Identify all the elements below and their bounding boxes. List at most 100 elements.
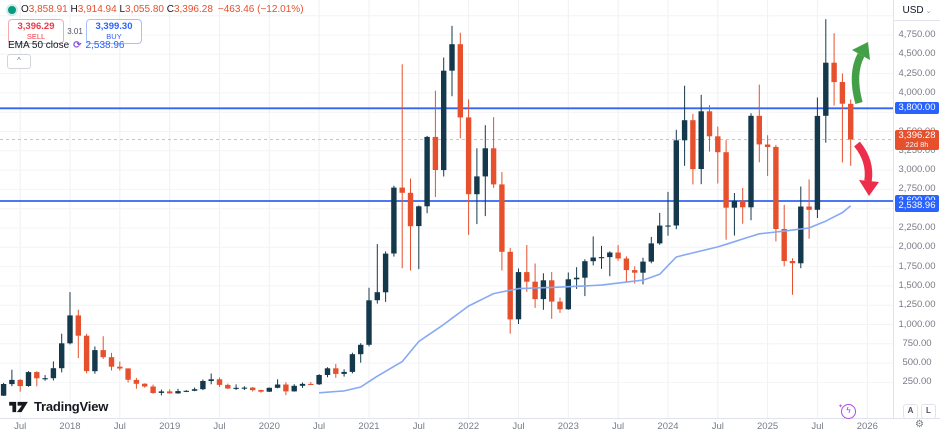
time-tick-label: Jul [313,421,326,432]
time-tick-label: 2025 [757,421,779,432]
time-tick-label: Jul [213,421,226,432]
candle [673,140,679,226]
candle [150,386,156,393]
level-price-badge: 3,800.00 [895,102,939,115]
candle [715,136,721,153]
lightning-icon: ϟ [846,406,851,415]
candle [798,206,804,264]
price-chart-pane[interactable] [0,0,893,418]
down-arrow[interactable] [854,141,879,196]
time-tick-label: Jul [412,421,425,432]
ohlc-item: O3,858.91 [21,4,68,15]
ohlc-item: C3,396.28 [166,4,213,15]
sell-label: SELL [26,32,46,41]
candle [424,136,430,207]
candle [416,206,422,227]
candle [17,379,23,387]
time-axis[interactable]: Jul 2018 Jul 2019 Jul 2020 Jul 2021 Jul 2022 Jul 20… [0,418,940,432]
candle [748,115,754,208]
candle [474,176,480,195]
boost-icon[interactable]: ϟ ✦ [838,404,856,419]
candle [789,261,796,264]
candle [92,350,98,372]
sell-button[interactable]: 3,396.29 SELL [8,19,64,44]
grid [0,0,893,418]
axis-l-button[interactable]: L [921,404,936,419]
price-chart-svg[interactable] [0,0,893,418]
candle [706,111,713,137]
price-tick-label: 1,250.00 [898,299,936,311]
price-tick-label: 1,500.00 [898,279,936,291]
candle [117,366,123,369]
candle [0,384,7,396]
price-axis[interactable]: USD ⌄ 4,750.00 4,500.00 4,250.00 4,000.00 3,… [893,0,940,418]
axis-a-button[interactable]: A [903,404,918,419]
candle [665,225,671,227]
time-tick-label: 2022 [458,421,480,432]
price-tick-label: 4,500.00 [898,48,936,60]
candle [690,120,696,170]
buy-button[interactable]: 3,399.30 BUY [86,19,142,44]
level-price-badge: 2,538.96 [895,199,939,212]
ema-50-line[interactable] [319,205,852,394]
candle [299,383,306,386]
candle [42,378,48,380]
candle [549,280,555,302]
time-tick-label: Jul [14,421,27,432]
candle [490,148,497,185]
candle [100,350,106,358]
candle [125,368,131,380]
candle [806,206,812,210]
price-tick-label: 4,000.00 [898,86,936,98]
indicator-legend-row[interactable]: EMA 50 close ⟳ 2,538.96 [8,40,124,51]
candle [9,379,15,385]
indicator-loading-icon: ⟳ [73,40,82,51]
candle [814,115,821,210]
candle [83,335,90,372]
up-arrow[interactable] [851,42,870,104]
candle [175,391,181,394]
time-tick-label: Jul [612,421,625,432]
legend-collapse-button[interactable]: ^ [7,54,31,69]
candle [823,62,829,116]
gear-icon[interactable]: ⚙ [915,419,924,430]
candle [723,152,729,208]
candle [225,384,231,389]
bar-countdown: 22d 8h [905,139,929,149]
currency-selector[interactable]: USD ⌄ [894,0,940,21]
candle [167,391,173,394]
candle [482,148,488,177]
candle [773,146,779,229]
candle [831,62,837,83]
candles [0,19,854,396]
candle [233,387,239,389]
price-tick-label: 500.00 [902,357,932,369]
candle [532,281,538,300]
time-tick-label: Jul [113,421,126,432]
candle [341,371,347,374]
tradingview-logo[interactable]: TradingView [8,399,108,414]
candle [399,187,405,193]
candle [266,387,272,392]
candle [50,368,57,379]
candle [698,111,704,169]
candle [590,257,596,262]
price-tick-label: 2,000.00 [898,241,936,253]
candle [515,272,522,320]
currency-label: USD [902,4,924,16]
candle [158,391,165,393]
price-tick-label: 1,000.00 [898,318,936,330]
candle [374,292,380,301]
candle [108,357,115,367]
candle [432,136,439,170]
time-tick-label: Jul [711,421,724,432]
time-tick-label: 2018 [59,421,81,432]
sparkle-icon: ✦ [838,404,844,410]
time-tick-label: Jul [811,421,824,432]
candle [640,261,646,273]
candle [308,383,314,385]
candle [756,115,762,145]
trade-buttons-row: 3,396.29 SELL 3.01 3,399.30 BUY [8,19,142,44]
